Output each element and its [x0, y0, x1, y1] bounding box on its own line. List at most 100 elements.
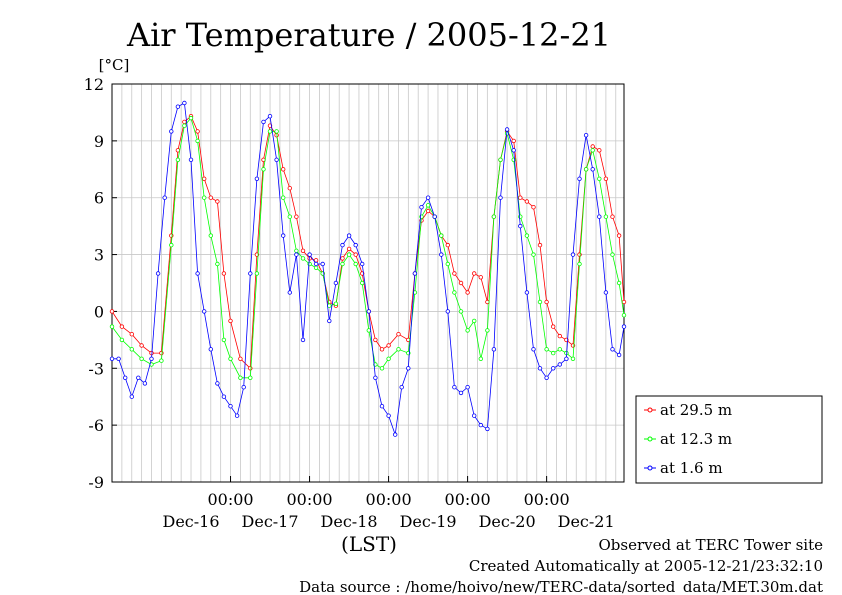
data-point: [195, 129, 200, 134]
data-point: [557, 347, 562, 352]
data-point: [155, 271, 161, 276]
y-tick-label: 3: [94, 246, 104, 265]
data-point: [412, 271, 418, 276]
data-point: [307, 261, 312, 267]
grid-lines: [112, 83, 624, 483]
data-point: [537, 299, 543, 305]
data-point: [201, 195, 207, 200]
data-point: [360, 280, 365, 286]
data-point: [136, 375, 141, 380]
series-3: [109, 100, 627, 437]
data-point: [188, 115, 194, 121]
x-tick-label-day: Dec-20: [479, 512, 536, 531]
data-point: [551, 324, 556, 329]
series-2: [109, 115, 627, 380]
data-point: [531, 204, 536, 210]
data-point: [603, 176, 609, 181]
chart-title: Air Temperature / 2005-12-21: [126, 16, 611, 54]
data-point: [524, 290, 530, 295]
data-point: [228, 318, 233, 324]
data-point: [393, 432, 398, 437]
data-point: [445, 261, 450, 267]
x-tick-label-time: 00:00: [366, 490, 412, 509]
plot-area: [111, 83, 625, 483]
data-point: [621, 313, 627, 318]
data-point: [478, 422, 483, 428]
x-tick-label-day: Dec-17: [242, 512, 299, 531]
data-point: [221, 337, 227, 343]
data-point: [294, 248, 299, 253]
y-axis: -9 -6 -3 0 3 6 9 12: [84, 75, 117, 492]
data-point: [109, 356, 115, 361]
data-point: [129, 332, 134, 337]
data-point: [518, 195, 523, 200]
data-point: [551, 366, 556, 371]
data-point: [122, 375, 128, 380]
data-point: [248, 271, 253, 276]
data-point: [458, 390, 464, 396]
data-point: [504, 127, 510, 132]
data-point: [119, 337, 125, 343]
legend-label: at 12.3 m: [660, 430, 732, 448]
data-point: [396, 347, 401, 352]
data-point: [333, 301, 339, 306]
data-point: [228, 356, 233, 361]
data-point: [139, 356, 144, 361]
y-tick-label: 9: [94, 132, 104, 151]
data-point: [119, 324, 125, 329]
data-point: [182, 123, 187, 128]
data-point: [472, 413, 477, 418]
data-point: [379, 347, 385, 352]
data-point: [353, 261, 358, 267]
legend-marker: [647, 465, 653, 471]
data-point: [182, 119, 187, 125]
data-point: [439, 252, 444, 257]
data-point: [478, 356, 483, 361]
data-point: [531, 252, 536, 257]
x-tick-label-time: 00:00: [524, 490, 570, 509]
data-point: [544, 299, 549, 305]
data-point: [373, 375, 378, 380]
footer-created-time: Created Automatically at 2005-12-21/23:3…: [469, 557, 823, 575]
data-point: [544, 375, 549, 380]
data-point: [396, 332, 401, 337]
data-point: [458, 280, 464, 286]
data-point: [208, 195, 213, 200]
data-point: [300, 337, 306, 343]
data-point: [281, 167, 286, 172]
x-axis: 00:00 00:00 00:00 00:00 00:00 Dec-16 Dec-17 Dec…: [163, 476, 615, 531]
data-point: [234, 413, 240, 418]
data-point: [597, 176, 602, 181]
y-tick-label: -3: [88, 359, 104, 378]
data-point: [590, 148, 595, 153]
data-point: [577, 261, 582, 267]
data-point: [340, 256, 345, 261]
data-point: [452, 290, 457, 295]
data-point: [432, 214, 437, 219]
data-point: [524, 233, 530, 238]
data-point: [439, 233, 444, 238]
data-point: [109, 309, 115, 314]
x-axis-label: (LST): [341, 532, 397, 556]
x-tick-label-time: 00:00: [207, 490, 253, 509]
data-point: [621, 324, 627, 329]
legend-marker: [647, 407, 653, 413]
data-point: [313, 261, 319, 267]
data-point: [366, 309, 371, 314]
data-point: [346, 252, 352, 257]
data-point: [241, 385, 246, 390]
data-point: [452, 385, 457, 390]
data-point: [294, 252, 299, 257]
data-point: [261, 119, 266, 125]
data-point: [386, 413, 391, 418]
data-point: [379, 404, 385, 409]
data-point: [195, 271, 200, 276]
data-point: [281, 195, 286, 200]
data-point: [597, 214, 602, 219]
data-point: [557, 333, 562, 339]
data-point: [603, 214, 609, 219]
data-point: [208, 347, 213, 352]
data-point: [281, 233, 286, 238]
data-point: [215, 381, 220, 386]
data-point: [149, 356, 154, 361]
